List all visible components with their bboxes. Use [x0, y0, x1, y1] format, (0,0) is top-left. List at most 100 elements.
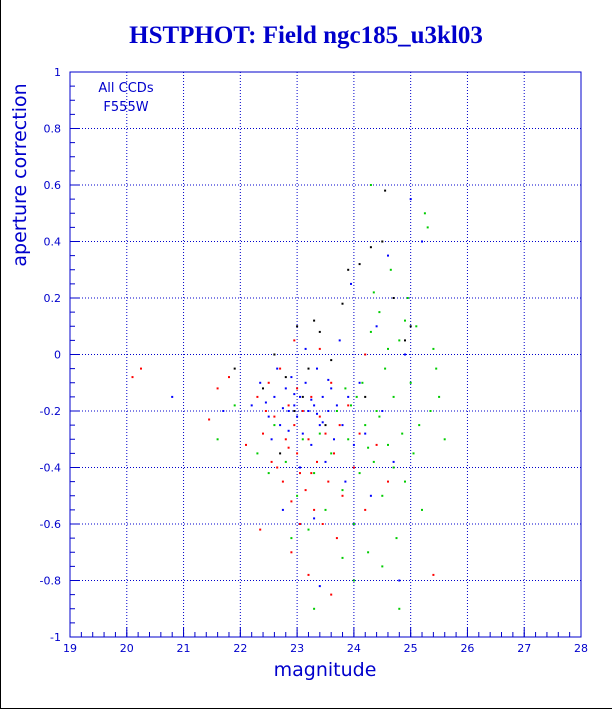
grid [70, 72, 581, 637]
x-tick-label: 25 [404, 642, 418, 655]
data-point [381, 410, 384, 412]
data-point [344, 387, 347, 390]
y-tick-label: -0.4 [40, 462, 61, 475]
data-point [364, 432, 367, 435]
data-point [318, 330, 321, 333]
data-point [361, 381, 364, 384]
data-point [392, 395, 395, 398]
data-point [140, 367, 142, 370]
data-point [333, 438, 335, 441]
data-point [284, 460, 287, 463]
y-tick-label: 0.6 [44, 179, 62, 192]
data-point [250, 404, 253, 407]
data-point [310, 472, 313, 475]
data-point [287, 410, 290, 412]
data-point [375, 410, 378, 412]
data-point [347, 438, 350, 441]
data-point [338, 424, 341, 427]
data-point [341, 489, 344, 492]
data-point [276, 466, 279, 469]
data-point [341, 424, 344, 427]
data-point [335, 537, 338, 540]
data-point [171, 395, 174, 398]
data-point [304, 489, 307, 492]
x-tick-label: 23 [290, 642, 304, 655]
data-point [307, 528, 310, 531]
data-point [404, 353, 406, 356]
data-point [404, 480, 406, 483]
y-tick-labels: 1 0.8 0.6 0.4 0.2 0 -0.2 -0.4 -0.6 -0.8 -1 [40, 66, 61, 644]
data-point [264, 401, 267, 404]
x-tick-label: 28 [574, 642, 588, 655]
data-point [381, 240, 384, 243]
data-point [216, 387, 219, 390]
data-point [415, 325, 418, 328]
data-point [287, 446, 290, 449]
data-point [310, 395, 313, 398]
data-point [418, 424, 421, 427]
data-point [290, 537, 293, 540]
data-point [262, 432, 264, 435]
data-point [378, 311, 381, 314]
x-tick-label: 21 [177, 642, 191, 655]
data-point [256, 452, 259, 455]
data-point [324, 508, 327, 511]
data-point [307, 438, 310, 441]
data-point [358, 432, 361, 435]
y-tick-label: -0.6 [40, 518, 61, 531]
data-point [375, 325, 378, 328]
data-point [330, 359, 333, 362]
data-point [299, 472, 301, 475]
x-tick-label: 26 [460, 642, 474, 655]
data-point [423, 212, 426, 215]
data-point [296, 325, 299, 328]
x-axis-title: magnitude [274, 659, 377, 681]
data-point [267, 472, 270, 475]
data-point [259, 528, 262, 531]
data-point [310, 443, 313, 446]
data-point [284, 438, 287, 441]
data-point [296, 415, 299, 418]
data-point [284, 376, 287, 379]
data-point [233, 404, 236, 407]
data-point [369, 330, 372, 333]
data-point [347, 268, 350, 271]
data-point [347, 404, 350, 407]
data-point [384, 367, 387, 370]
data-point [392, 297, 395, 299]
data-point [296, 387, 299, 390]
data-point [264, 410, 267, 412]
x-tick-label: 19 [63, 642, 77, 655]
data-point [432, 573, 435, 576]
data-point [270, 438, 273, 441]
data-point [350, 282, 352, 285]
data-point [301, 395, 304, 398]
data-point [304, 381, 307, 384]
annotation-ccds: All CCDs [98, 81, 153, 96]
data-point [355, 395, 358, 398]
data-point [307, 367, 310, 370]
data-point [352, 523, 355, 525]
data-point [299, 395, 301, 398]
data-point [364, 508, 367, 511]
data-point [279, 424, 282, 427]
data-point [327, 480, 330, 483]
data-point [358, 472, 361, 475]
data-point [259, 381, 262, 384]
data-point [409, 325, 412, 328]
data-point [426, 226, 429, 229]
data-point [372, 291, 375, 294]
data-point [330, 452, 333, 455]
data-point [281, 480, 284, 483]
data-point [435, 367, 438, 370]
data-point [438, 395, 441, 398]
data-point [293, 404, 296, 407]
data-point [409, 198, 412, 201]
data-point [273, 353, 276, 356]
data-point [301, 410, 304, 412]
data-point [369, 494, 372, 497]
y-tick-label: 0.2 [44, 292, 62, 305]
data-point [273, 424, 276, 427]
data-point [293, 339, 296, 342]
data-point [432, 347, 435, 350]
